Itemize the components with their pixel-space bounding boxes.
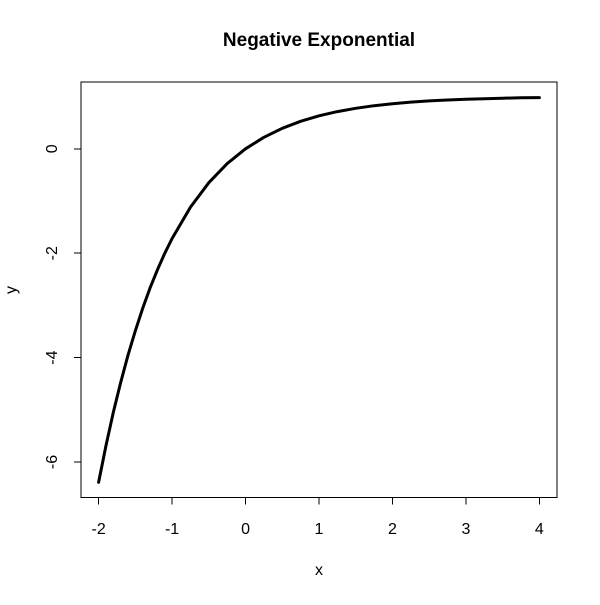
plot-box [80, 81, 558, 498]
plot-title: Negative Exponential [223, 30, 415, 51]
x-tick-label: 2 [388, 521, 397, 538]
x-tick-label: 3 [461, 521, 470, 538]
x-tick-label: -1 [165, 521, 179, 538]
y-tick-label: -6 [44, 455, 61, 469]
y-axis: 0 -2 -4 -6 [44, 144, 81, 469]
curve-negative-exponential [97, 96, 541, 484]
y-tick-label: 0 [44, 144, 61, 153]
x-tick-label: 4 [535, 521, 544, 538]
y-axis-label: y [3, 286, 20, 294]
x-tick-label: -2 [92, 521, 106, 538]
x-tick-label: 0 [241, 521, 250, 538]
y-tick-label: -2 [44, 246, 61, 260]
x-tick-label: 1 [315, 521, 324, 538]
x-axis: -2 -1 0 1 2 3 4 [92, 497, 544, 538]
y-tick-label: -4 [44, 350, 61, 364]
x-axis-label: x [315, 562, 323, 579]
